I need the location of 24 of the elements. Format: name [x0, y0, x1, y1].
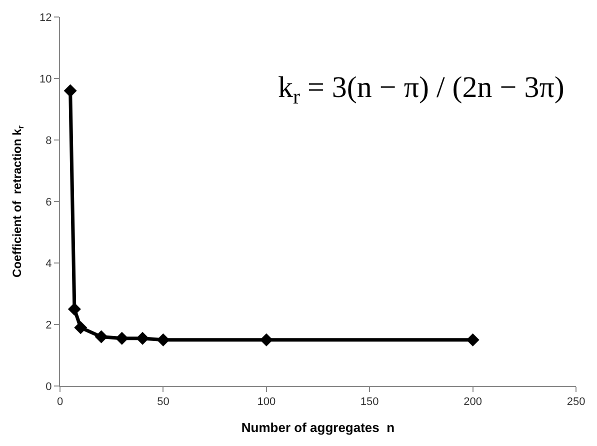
x-tick-label: 100 [257, 396, 276, 408]
point [94, 330, 108, 344]
x-axis-title: Number of aggregates n [241, 420, 395, 435]
point [68, 302, 81, 316]
x-tick-label: 200 [464, 396, 482, 408]
x-tick-label: 0 [56, 396, 64, 408]
y-tick-label: 2 [46, 319, 52, 332]
point [115, 332, 128, 345]
y-tick-label: 10 [40, 73, 52, 86]
point [466, 333, 480, 346]
y-tick-label: 4 [46, 258, 52, 270]
y-tick-label: 12 [40, 12, 52, 24]
point [156, 333, 170, 346]
x-tick-label: 250 [566, 396, 586, 408]
point [64, 84, 77, 98]
y-tick-label: 8 [46, 134, 52, 147]
y-tick-label: 0 [46, 380, 52, 393]
annotation: k$_{r}$ = 3(n − π) / (2n − 3π) [278, 71, 564, 108]
y-tick-label: 6 [46, 196, 52, 208]
point [260, 333, 273, 346]
x-tick-label: 50 [157, 396, 170, 408]
point [136, 332, 150, 345]
x-tick-label: 150 [360, 396, 379, 408]
point [74, 321, 88, 334]
